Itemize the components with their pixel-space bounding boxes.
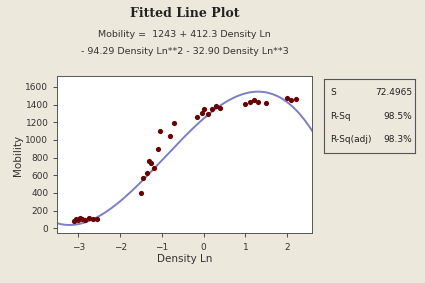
Point	[263, 101, 270, 105]
Point	[255, 100, 261, 104]
Point	[242, 102, 249, 106]
Point	[81, 218, 88, 222]
Point	[213, 104, 220, 109]
Point	[79, 217, 86, 222]
Y-axis label: Mobility: Mobility	[13, 134, 23, 175]
Point	[75, 218, 82, 222]
Point	[85, 216, 92, 220]
Point	[73, 217, 79, 222]
Point	[138, 191, 145, 195]
Point	[156, 129, 163, 133]
Point	[198, 111, 205, 116]
Point	[94, 217, 100, 221]
Text: 72.4965: 72.4965	[375, 88, 413, 97]
Text: Mobility =  1243 + 412.3 Density Ln: Mobility = 1243 + 412.3 Density Ln	[99, 30, 271, 39]
Point	[288, 98, 295, 102]
Point	[140, 176, 147, 180]
Point	[246, 100, 253, 104]
Text: R-Sq: R-Sq	[330, 112, 351, 121]
Point	[200, 107, 207, 111]
Text: - 94.29 Density Ln**2 - 32.90 Density Ln**3: - 94.29 Density Ln**2 - 32.90 Density Ln…	[81, 47, 289, 56]
Text: 98.3%: 98.3%	[384, 135, 413, 144]
Point	[204, 112, 211, 117]
Point	[146, 159, 153, 163]
Point	[217, 106, 224, 110]
Point	[194, 115, 201, 119]
Point	[90, 217, 96, 222]
Text: R-Sq(adj): R-Sq(adj)	[330, 135, 372, 144]
Point	[292, 97, 299, 102]
Point	[171, 121, 178, 125]
Point	[144, 170, 150, 175]
Text: Fitted Line Plot: Fitted Line Plot	[130, 7, 240, 20]
Point	[150, 166, 157, 170]
Text: 98.5%: 98.5%	[384, 112, 413, 121]
Text: S: S	[330, 88, 336, 97]
X-axis label: Density Ln: Density Ln	[157, 254, 212, 264]
Point	[167, 133, 174, 138]
Point	[77, 216, 84, 221]
Point	[71, 218, 77, 223]
Point	[250, 98, 257, 102]
Point	[148, 161, 155, 165]
Point	[209, 107, 215, 111]
Point	[154, 147, 161, 151]
Point	[284, 95, 291, 100]
